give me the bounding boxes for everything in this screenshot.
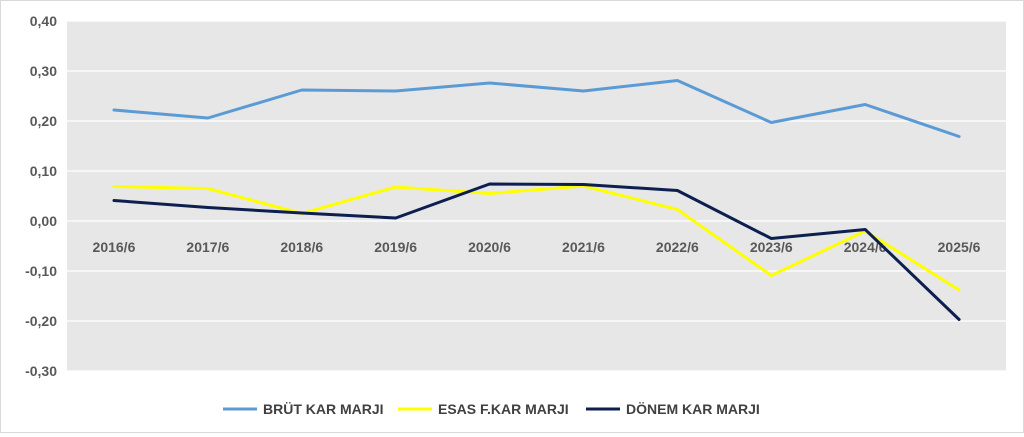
x-axis-labels: 2016/6 2017/6 2018/6 2019/6 2020/6 2021/6 2022… bbox=[93, 239, 981, 255]
x-tick-label: 2017/6 bbox=[186, 239, 229, 255]
x-tick-label: 2023/6 bbox=[750, 239, 793, 255]
legend-label-esas: ESAS F.KAR MARJI bbox=[438, 401, 569, 417]
x-tick-label: 2024/6 bbox=[844, 239, 887, 255]
legend: BRÜT KAR MARJI ESAS F.KAR MARJI DÖNEM KA… bbox=[223, 401, 760, 417]
y-tick-label: 0,10 bbox=[30, 163, 57, 179]
x-tick-label: 2022/6 bbox=[656, 239, 699, 255]
y-tick-label: -0,30 bbox=[25, 363, 57, 379]
y-tick-label: 0,40 bbox=[30, 13, 57, 29]
legend-label-brut: BRÜT KAR MARJI bbox=[263, 401, 384, 417]
legend-label-donem: DÖNEM KAR MARJI bbox=[626, 401, 760, 417]
x-tick-label: 2018/6 bbox=[280, 239, 323, 255]
y-tick-label: -0,10 bbox=[25, 263, 57, 279]
x-tick-label: 2019/6 bbox=[374, 239, 417, 255]
series-lines bbox=[112, 79, 961, 321]
x-tick-label: 2021/6 bbox=[562, 239, 605, 255]
series-line-esas-f-kar-marji bbox=[112, 184, 961, 292]
y-tick-label: 0,00 bbox=[30, 213, 57, 229]
series-line-brut-kar-marji bbox=[112, 79, 961, 138]
y-tick-label: -0,20 bbox=[25, 313, 57, 329]
x-tick-label: 2025/6 bbox=[938, 239, 981, 255]
y-tick-label: 0,30 bbox=[30, 63, 57, 79]
x-tick-label: 2020/6 bbox=[468, 239, 511, 255]
y-axis-labels: 0,40 0,30 0,20 0,10 0,00 -0,10 -0,20 -0,30 bbox=[25, 13, 57, 379]
plot-area bbox=[67, 21, 1006, 371]
y-tick-label: 0,20 bbox=[30, 113, 57, 129]
x-tick-label: 2016/6 bbox=[93, 239, 136, 255]
gridlines bbox=[67, 20, 1006, 372]
series-line-donem-kar-marji bbox=[112, 182, 961, 321]
